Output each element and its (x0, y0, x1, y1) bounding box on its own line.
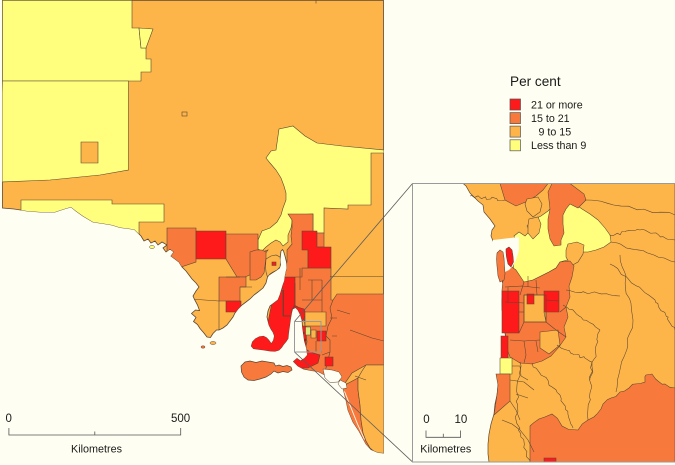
svg-text:Per cent: Per cent (510, 74, 561, 89)
svg-text:0: 0 (423, 414, 429, 426)
svg-text:500: 500 (171, 413, 190, 425)
svg-text:0: 0 (6, 413, 12, 425)
svg-text:Less than 9: Less than 9 (531, 140, 586, 152)
svg-text:9 to 15: 9 to 15 (539, 127, 572, 139)
svg-text:10: 10 (455, 414, 468, 426)
svg-text:15 to 21: 15 to 21 (531, 113, 570, 125)
svg-text:Kilometres: Kilometres (71, 444, 123, 456)
svg-text:21 or more: 21 or more (531, 100, 583, 112)
svg-text:Kilometres: Kilometres (420, 444, 472, 456)
